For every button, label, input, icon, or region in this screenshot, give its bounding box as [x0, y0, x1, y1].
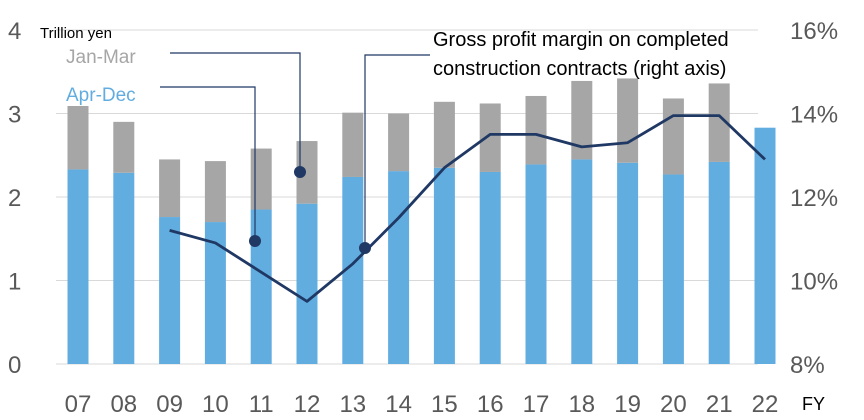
bar-apr-dec-11	[250, 209, 272, 364]
bar-apr-dec-20	[662, 174, 684, 364]
left-axis-ticks: 0 1 2 3 4	[8, 18, 21, 379]
right-tick-label: 16%	[790, 18, 838, 45]
left-tick-label: 3	[8, 102, 21, 129]
bar-jan-mar-15	[433, 101, 455, 168]
legend-apr-dec-marker	[249, 235, 261, 247]
bar-jan-mar-17	[525, 95, 547, 165]
bar-apr-dec-12	[296, 203, 318, 364]
left-axis-unit-label: Trillion yen	[40, 25, 112, 42]
bar-jan-mar-10	[204, 161, 226, 223]
bars	[67, 78, 776, 364]
x-tick-label: 15	[431, 391, 458, 418]
bar-apr-dec-18	[571, 159, 593, 364]
bar-jan-mar-11	[250, 148, 272, 210]
bar-apr-dec-22	[754, 127, 776, 364]
x-tick-label: 13	[339, 391, 366, 418]
x-tick-label: 12	[294, 391, 321, 418]
x-tick-label: 22	[752, 391, 779, 418]
legend-apr-dec-label: Apr-Dec	[66, 85, 136, 106]
margin-line	[169, 114, 766, 303]
x-axis-label: FY	[802, 394, 825, 414]
x-axis-ticks: 07 08 09 10 11 12 13 14 15 16 17 18 19 20 21 22	[65, 391, 779, 418]
bar-jan-mar-20	[662, 98, 684, 175]
bar-apr-dec-19	[617, 162, 639, 364]
x-tick-label: 08	[110, 391, 137, 418]
bar-jan-mar-14	[388, 113, 410, 172]
right-tick-label: 10%	[790, 269, 838, 296]
left-tick-label: 1	[8, 269, 21, 296]
x-tick-label: 21	[706, 391, 733, 418]
bar-jan-mar-21	[708, 83, 730, 162]
left-tick-label: 2	[8, 185, 21, 212]
right-tick-label: 12%	[790, 185, 838, 212]
legend-jan-mar-marker	[294, 166, 306, 178]
legend-jan-mar-leader	[170, 52, 301, 172]
left-tick-label: 4	[8, 18, 21, 45]
bar-apr-dec-09	[159, 217, 181, 364]
bar-apr-dec-08	[113, 172, 135, 364]
bar-jan-mar-09	[159, 159, 181, 218]
right-tick-label: 8%	[790, 352, 825, 379]
legend: Jan-Mar Apr-Dec Gross profit margin on c…	[66, 29, 729, 254]
legend-margin-leader	[364, 54, 430, 248]
bar-jan-mar-13	[342, 112, 364, 177]
legend-apr-dec-leader	[160, 86, 256, 241]
x-tick-label: 10	[202, 391, 229, 418]
bar-apr-dec-14	[388, 171, 410, 364]
bar-jan-mar-18	[571, 80, 593, 160]
right-axis-ticks: 8% 10% 12% 14% 16%	[790, 18, 838, 379]
right-tick-label: 14%	[790, 102, 838, 129]
left-tick-label: 0	[8, 352, 21, 379]
bar-apr-dec-07	[67, 169, 89, 364]
x-tick-label: 09	[156, 391, 183, 418]
bar-apr-dec-10	[204, 222, 226, 364]
x-tick-label: 07	[65, 391, 92, 418]
legend-margin-marker	[359, 242, 371, 254]
x-tick-label: 17	[523, 391, 550, 418]
margin-line-series	[169, 114, 766, 303]
x-tick-label: 11	[249, 391, 274, 418]
bar-apr-dec-15	[433, 167, 455, 364]
legend-margin-label-line2: construction contracts (right axis)	[433, 58, 726, 80]
legend-margin-label-line1: Gross profit margin on completed	[433, 29, 729, 51]
x-tick-label: 18	[568, 391, 595, 418]
x-tick-label: 19	[614, 391, 641, 418]
x-tick-label: 14	[385, 391, 412, 418]
bar-apr-dec-21	[708, 161, 730, 364]
x-tick-label: 16	[477, 391, 504, 418]
legend-jan-mar-label: Jan-Mar	[66, 47, 136, 68]
x-tick-label: 20	[660, 391, 687, 418]
bar-jan-mar-19	[617, 78, 639, 163]
bar-apr-dec-17	[525, 164, 547, 364]
bar-jan-mar-16	[479, 103, 501, 172]
bar-jan-mar-08	[113, 121, 135, 173]
bar-apr-dec-13	[342, 176, 364, 364]
bar-apr-dec-16	[479, 171, 501, 364]
bar-jan-mar-12	[296, 141, 318, 204]
bar-jan-mar-07	[67, 105, 89, 170]
